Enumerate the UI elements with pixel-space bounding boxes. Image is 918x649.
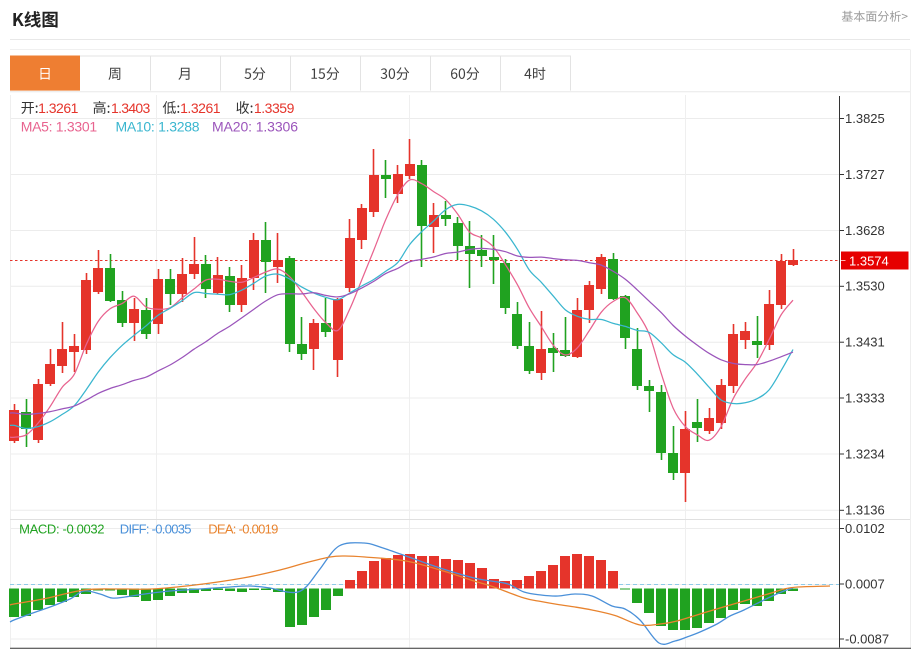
svg-text:1.3403: 1.3403 <box>111 100 151 116</box>
svg-text:MA20: 1.3306: MA20: 1.3306 <box>212 119 298 135</box>
svg-text:0.0102: 0.0102 <box>845 521 885 536</box>
svg-text:1.3431: 1.3431 <box>845 335 885 350</box>
svg-text:1.3825: 1.3825 <box>845 111 885 126</box>
svg-text:MA5: 1.3301: MA5: 1.3301 <box>21 119 98 135</box>
svg-text:DEA: -0.0019: DEA: -0.0019 <box>208 522 278 537</box>
svg-text:MACD: -0.0032: MACD: -0.0032 <box>19 522 104 537</box>
svg-text:1.3333: 1.3333 <box>845 390 885 405</box>
svg-text:1.3136: 1.3136 <box>845 503 885 518</box>
svg-text:-0.0087: -0.0087 <box>845 631 889 646</box>
svg-text:MA10: 1.3288: MA10: 1.3288 <box>116 119 200 135</box>
svg-text:1.3628: 1.3628 <box>845 223 885 238</box>
svg-text:1.3359: 1.3359 <box>254 100 295 116</box>
svg-text:1.3727: 1.3727 <box>845 167 885 182</box>
svg-text:1.3234: 1.3234 <box>845 446 885 461</box>
svg-text:1.3530: 1.3530 <box>845 279 885 294</box>
svg-text:DIFF: -0.0035: DIFF: -0.0035 <box>120 522 192 537</box>
svg-text:1.3574: 1.3574 <box>849 254 889 269</box>
svg-text:1.3261: 1.3261 <box>38 100 79 116</box>
svg-text:1.3261: 1.3261 <box>180 100 221 116</box>
svg-text:0.0007: 0.0007 <box>845 576 885 591</box>
